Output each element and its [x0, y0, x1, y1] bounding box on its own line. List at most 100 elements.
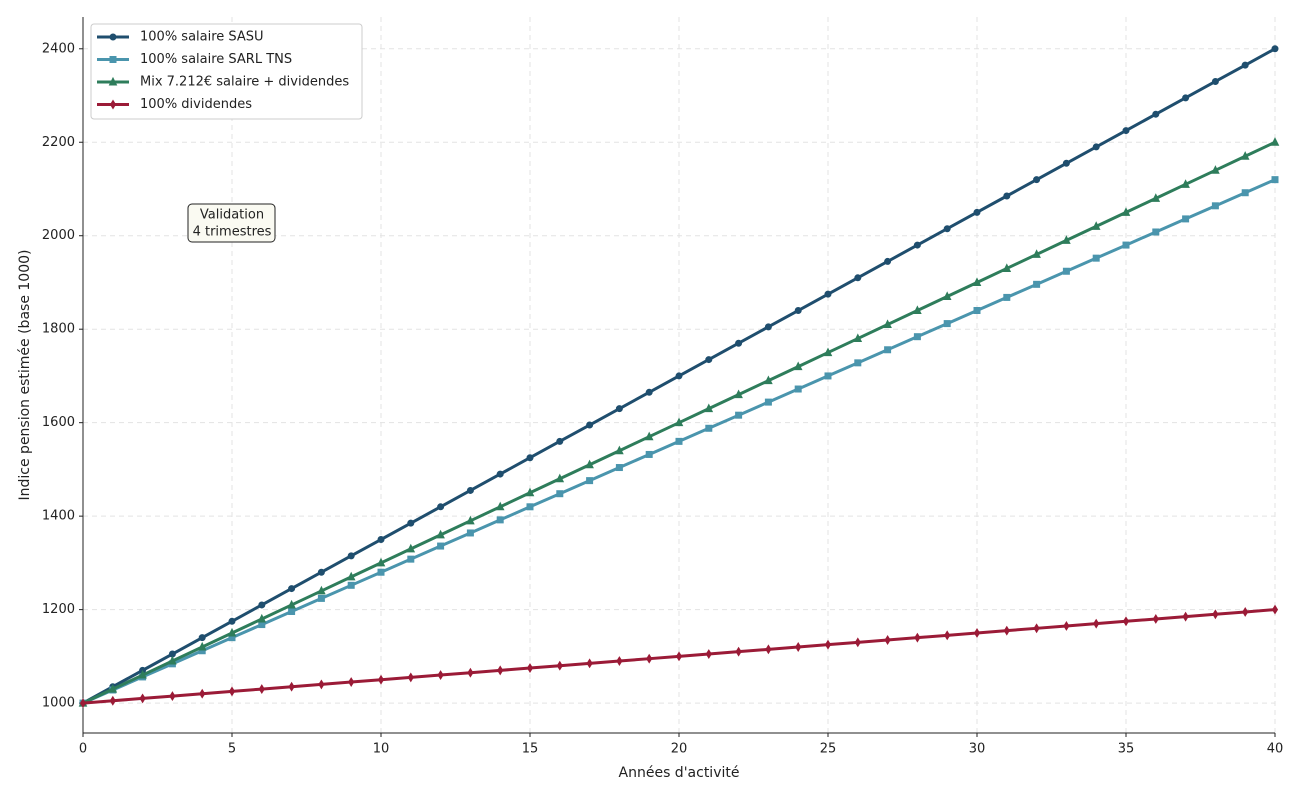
marker [288, 681, 295, 692]
marker [1062, 159, 1070, 167]
marker [1033, 280, 1041, 288]
marker [317, 568, 325, 576]
marker [644, 431, 654, 441]
marker [108, 683, 118, 693]
marker [497, 665, 504, 676]
marker [674, 417, 684, 427]
marker [556, 660, 563, 671]
y-tick-label: 2400 [42, 41, 75, 56]
x-tick-label: 25 [820, 742, 837, 757]
marker [168, 655, 177, 665]
marker [1271, 45, 1279, 53]
marker [138, 669, 147, 679]
marker [348, 677, 355, 688]
legend-label: Mix 7.212€ salaire + dividendes [140, 75, 349, 90]
marker [615, 464, 623, 472]
marker [1270, 137, 1280, 146]
marker [437, 670, 444, 680]
marker [257, 613, 267, 623]
annotation: Validation 4 trimestres [187, 203, 276, 243]
marker [407, 555, 415, 563]
marker [705, 424, 713, 432]
marker [1242, 607, 1249, 617]
marker [496, 470, 504, 478]
x-tick-label: 15 [522, 742, 539, 757]
marker [645, 450, 653, 458]
marker [466, 486, 474, 494]
marker [704, 403, 714, 413]
x-tick-label: 10 [373, 742, 390, 757]
marker [407, 519, 415, 527]
marker [288, 607, 296, 615]
marker [675, 437, 683, 445]
marker [705, 649, 712, 659]
marker [675, 372, 683, 380]
marker [1093, 618, 1100, 629]
marker [615, 405, 623, 413]
y-tick-label: 2000 [42, 228, 75, 243]
marker [407, 672, 414, 683]
marker [1091, 221, 1101, 230]
marker [824, 372, 832, 380]
marker [1182, 94, 1190, 102]
marker [1212, 609, 1219, 620]
marker [973, 208, 981, 216]
marker [346, 571, 356, 581]
marker [466, 515, 475, 525]
marker [646, 653, 653, 664]
marker [883, 319, 892, 329]
marker [764, 323, 772, 331]
marker [227, 627, 237, 637]
marker [108, 76, 118, 86]
marker [1240, 151, 1250, 160]
marker [854, 274, 862, 282]
marker [1241, 189, 1249, 197]
marker [437, 542, 445, 550]
marker [1122, 241, 1130, 249]
x-tick-label: 5 [228, 742, 236, 757]
marker [913, 333, 921, 341]
x-tick-label: 20 [671, 742, 688, 757]
marker [1033, 176, 1041, 184]
marker [258, 621, 266, 629]
marker [526, 663, 534, 673]
marker [556, 437, 564, 445]
marker [139, 693, 146, 704]
marker [199, 688, 206, 699]
marker [1062, 267, 1070, 275]
legend-label: 100% dividendes [140, 97, 252, 112]
marker [854, 359, 862, 367]
marker [854, 637, 861, 648]
marker [377, 674, 385, 685]
marker [1271, 604, 1279, 615]
marker [585, 459, 594, 469]
marker [496, 516, 504, 524]
marker [616, 656, 623, 666]
marker [109, 56, 117, 63]
marker [347, 581, 355, 589]
marker [734, 389, 743, 399]
marker [1182, 611, 1189, 622]
marker [735, 339, 743, 347]
marker [913, 241, 921, 249]
marker [288, 585, 296, 593]
marker [942, 291, 952, 300]
marker [525, 487, 535, 497]
marker [765, 644, 772, 655]
marker [377, 536, 385, 544]
y-tick-label: 1800 [42, 322, 75, 337]
marker [495, 501, 505, 511]
marker [972, 277, 982, 286]
marker [1062, 235, 1071, 244]
marker [586, 421, 594, 429]
marker [1211, 165, 1220, 174]
marker [1182, 215, 1190, 223]
marker [1152, 110, 1160, 118]
marker [109, 33, 117, 41]
marker [287, 599, 296, 609]
marker [555, 473, 565, 483]
marker [1151, 193, 1161, 202]
marker [914, 632, 921, 643]
marker [853, 333, 863, 343]
